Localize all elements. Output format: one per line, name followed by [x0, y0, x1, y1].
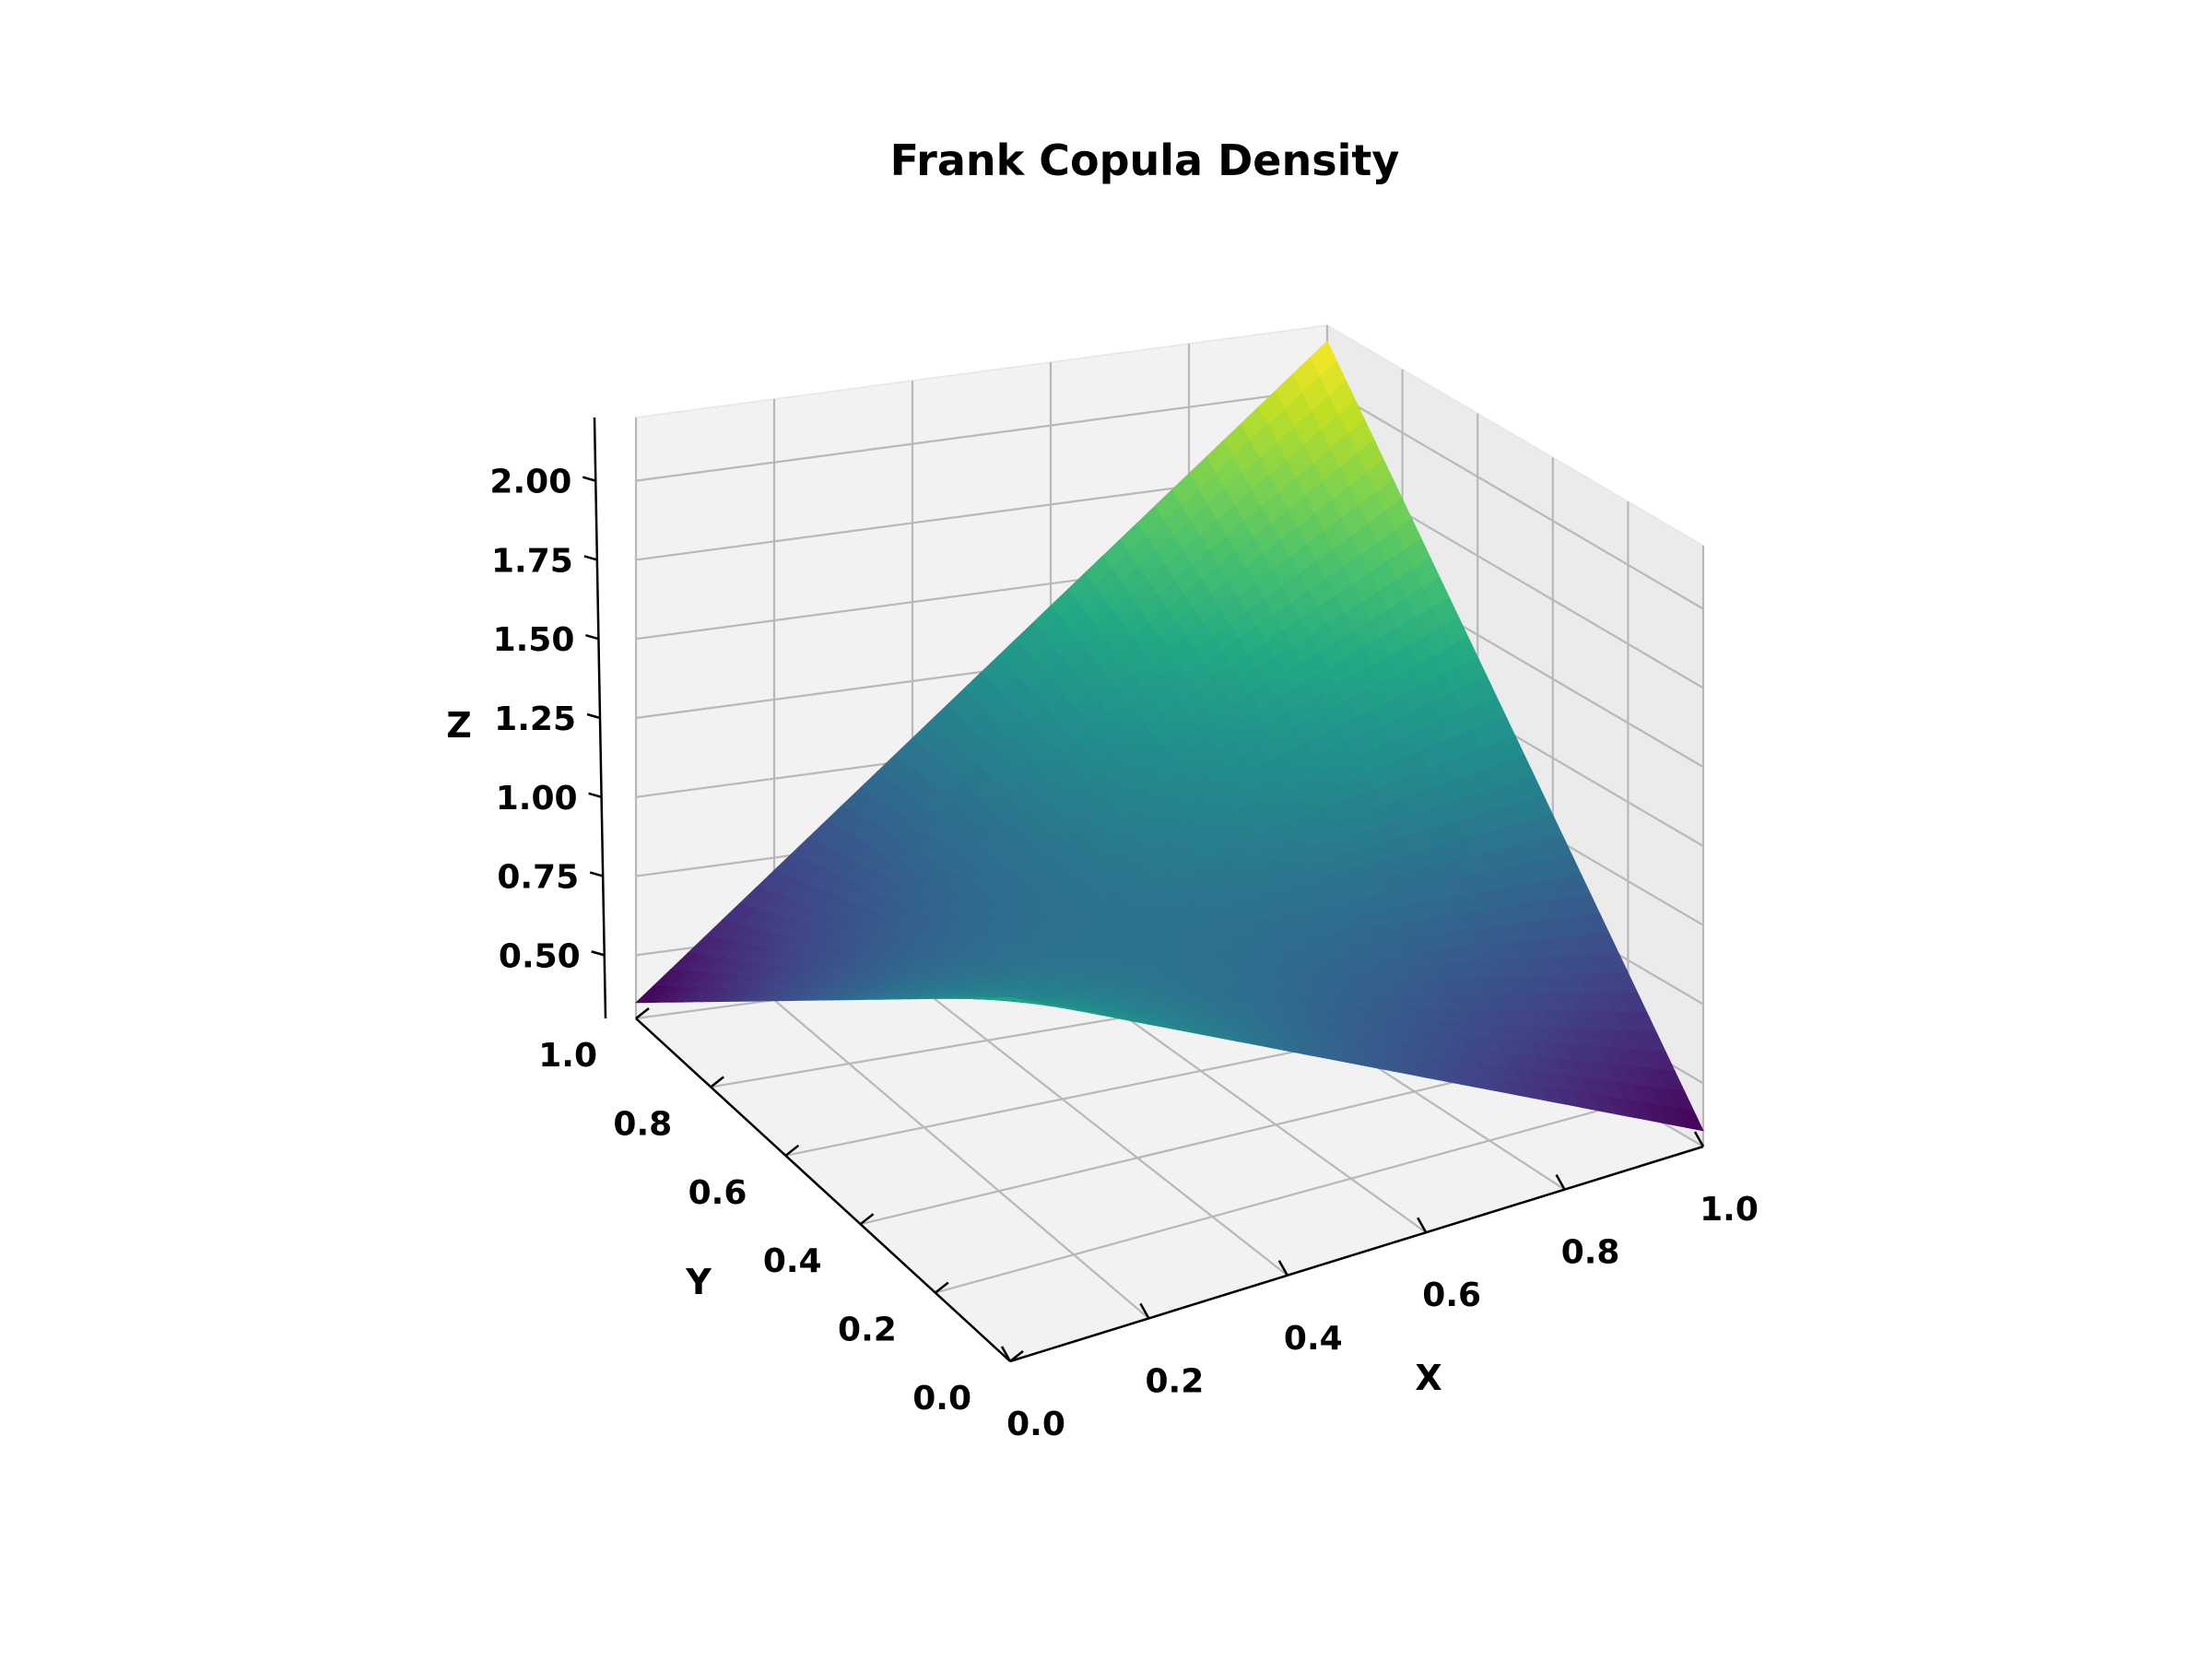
z-tick-label: 2.00 [489, 464, 571, 501]
x-tick [1555, 1173, 1566, 1191]
x-axis-label: X [1415, 1358, 1441, 1398]
grid-line [912, 981, 1288, 1277]
x-tick-label: 0.4 [1284, 1320, 1343, 1358]
x-tick-label: 0.6 [1422, 1277, 1481, 1314]
x-tick-label: 0.8 [1561, 1234, 1620, 1272]
axes: 0.0 0.2 0.4 0.6 0.8 1.0 0.0 0.2 0.4 0.6 0.8 1.0 0.50… [489, 417, 1759, 1443]
y-tick [935, 1281, 949, 1294]
x-tick [1693, 1131, 1705, 1147]
y-tick [859, 1213, 875, 1226]
z-tick [588, 792, 602, 798]
x-tick-label: 0.2 [1146, 1362, 1205, 1400]
z-tick-label: 1.75 [491, 542, 573, 580]
x-tick [1000, 1346, 1012, 1362]
surface-patch [1000, 996, 1028, 1002]
grid-line [773, 999, 1150, 1320]
z-tick [586, 712, 601, 720]
y-tick-label: 0.0 [912, 1380, 971, 1418]
x-tick [1417, 1217, 1428, 1233]
z-tick-label: 1.50 [493, 621, 575, 659]
x-tick [1277, 1260, 1288, 1277]
y-tick-label: 0.8 [613, 1105, 672, 1143]
copula-surface [634, 340, 1704, 1132]
y-tick [710, 1076, 724, 1088]
grid-line [1326, 387, 1704, 610]
x-axis-line [1009, 1145, 1704, 1363]
y-axis-label: Y [685, 1262, 712, 1302]
x-tick [1139, 1302, 1150, 1320]
z-tick-label: 1.25 [494, 700, 576, 738]
z-tick-label: 0.50 [499, 937, 581, 975]
y-tick-label: 1.0 [538, 1037, 597, 1075]
z-tick [583, 555, 598, 561]
x-tick-label: 1.0 [1700, 1191, 1759, 1229]
y-tick-label: 0.2 [838, 1312, 897, 1349]
chart-title: Frank Copula Density [890, 135, 1400, 185]
z-tick [582, 476, 596, 482]
z-axis-label: Z [446, 705, 472, 746]
y-tick [1009, 1350, 1024, 1362]
z-tick [591, 950, 606, 957]
z-tick-label: 0.75 [497, 859, 579, 897]
z-tick [589, 871, 604, 877]
grid-line [860, 1057, 1554, 1226]
grid-line [635, 387, 1328, 482]
x-tick-label: 0.0 [1006, 1406, 1065, 1443]
y-tick [784, 1144, 800, 1157]
z-tick [585, 634, 599, 641]
y-tick-label: 0.6 [688, 1174, 747, 1212]
z-tick-label: 1.00 [496, 780, 578, 818]
y-tick [635, 1007, 650, 1019]
y-tick-label: 0.4 [763, 1242, 822, 1280]
grid-line [935, 1101, 1629, 1294]
y-axis-line [635, 1018, 1011, 1362]
